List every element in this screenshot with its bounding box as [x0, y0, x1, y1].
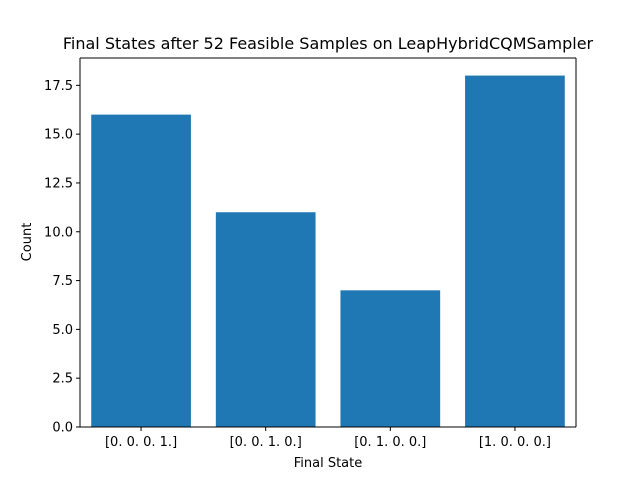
chart-title: Final States after 52 Feasible Samples o… [63, 34, 594, 53]
y-tick-label: 2.5 [52, 372, 73, 387]
y-axis-ticks: 0.0 2.5 5.0 7.5 10.0 12.5 15.0 17.5 [44, 79, 80, 436]
x-tick-label: [0. 0. 0. 1.] [105, 435, 177, 450]
y-tick-label: 17.5 [44, 79, 73, 94]
y-axis-label: Count [20, 223, 35, 262]
y-tick-label: 5.0 [52, 323, 73, 338]
x-tick-label: [0. 1. 0. 0.] [354, 435, 426, 450]
x-tick-label: [1. 0. 0. 0.] [479, 435, 551, 450]
y-tick-label: 10.0 [44, 225, 73, 240]
x-axis-label: Final State [294, 456, 363, 471]
x-axis-ticks: [0. 0. 0. 1.] [0. 0. 1. 0.] [0. 1. 0. 0.] [… [105, 427, 551, 450]
y-tick-label: 7.5 [52, 274, 73, 289]
bar-4 [465, 75, 565, 428]
axes-frame [79, 57, 577, 428]
x-tick-label: [0. 0. 1. 0.] [230, 435, 302, 450]
bar-3 [340, 290, 441, 427]
bar-2 [215, 212, 316, 427]
y-tick-label: 0.0 [52, 421, 73, 436]
y-tick-label: 12.5 [44, 176, 73, 191]
bar-1 [91, 114, 191, 427]
y-tick-label: 15.0 [44, 128, 73, 143]
bars-group [91, 75, 565, 428]
